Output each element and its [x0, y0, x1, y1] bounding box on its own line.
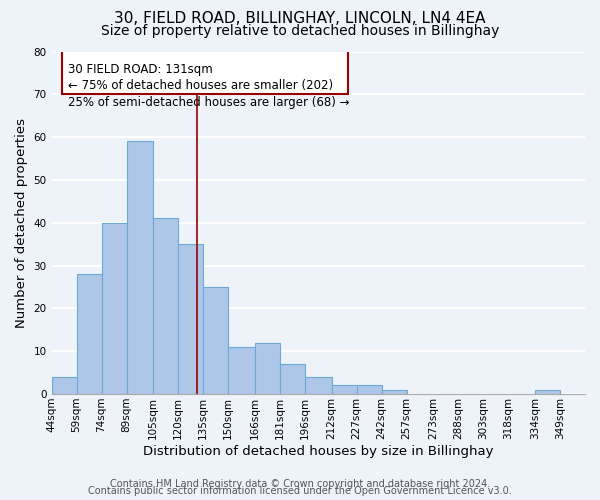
Bar [332, 386, 356, 394]
Text: ← 75% of detached houses are smaller (202): ← 75% of detached houses are smaller (20… [68, 79, 332, 92]
Bar [228, 347, 255, 394]
Bar [255, 342, 280, 394]
Text: 30 FIELD ROAD: 131sqm: 30 FIELD ROAD: 131sqm [68, 64, 212, 76]
Bar [280, 364, 305, 394]
Bar [52, 377, 77, 394]
Bar [356, 386, 382, 394]
Text: Contains HM Land Registry data © Crown copyright and database right 2024.: Contains HM Land Registry data © Crown c… [110, 479, 490, 489]
Bar [77, 274, 101, 394]
Bar [382, 390, 407, 394]
Text: Size of property relative to detached houses in Billinghay: Size of property relative to detached ho… [101, 24, 499, 38]
Bar [203, 287, 228, 394]
Bar [101, 223, 127, 394]
Bar [535, 390, 560, 394]
Bar [153, 218, 178, 394]
Y-axis label: Number of detached properties: Number of detached properties [15, 118, 28, 328]
Bar [127, 142, 153, 394]
Bar [305, 377, 332, 394]
X-axis label: Distribution of detached houses by size in Billinghay: Distribution of detached houses by size … [143, 444, 494, 458]
FancyBboxPatch shape [62, 50, 347, 94]
Text: Contains public sector information licensed under the Open Government Licence v3: Contains public sector information licen… [88, 486, 512, 496]
Bar [178, 244, 203, 394]
Text: 25% of semi-detached houses are larger (68) →: 25% of semi-detached houses are larger (… [68, 96, 349, 109]
Text: 30, FIELD ROAD, BILLINGHAY, LINCOLN, LN4 4EA: 30, FIELD ROAD, BILLINGHAY, LINCOLN, LN4… [114, 11, 486, 26]
